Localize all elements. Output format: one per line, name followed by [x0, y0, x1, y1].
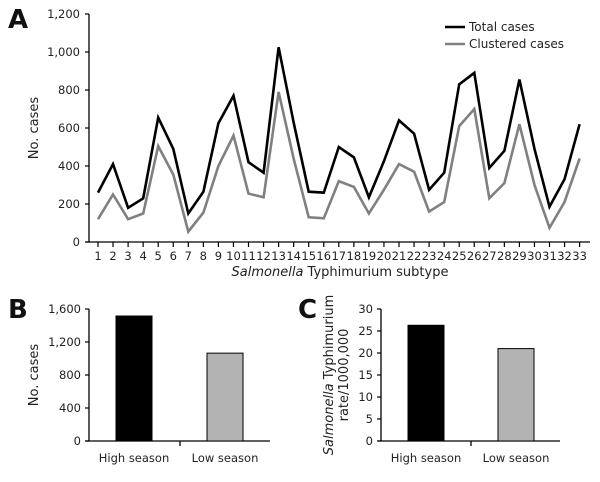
- panel-label-a: A: [8, 5, 28, 35]
- a-x-tick-label: 27: [482, 249, 497, 263]
- a-x-tick-label: 8: [200, 249, 207, 263]
- a-y-tick-label: 800: [58, 83, 80, 97]
- a-y-tick-label: 1,000: [47, 45, 80, 59]
- c-y-axis-label-rest: Typhimurium: [322, 295, 337, 384]
- b-y-tick-label: 400: [59, 401, 81, 415]
- c-bar-low-season: [497, 348, 535, 442]
- a-x-tick-label: 6: [170, 249, 177, 263]
- a-y-axis-label: No. cases: [27, 97, 42, 160]
- a-x-axis-label-rest: Typhimurium subtype: [303, 265, 448, 280]
- legend-label-total: Total cases: [468, 20, 535, 34]
- a-x-tick-label: 18: [347, 249, 362, 263]
- series-line-clustered-cases: [96, 91, 581, 235]
- a-x-axis-label-italic: Salmonella: [232, 265, 304, 280]
- a-x-tick-label: 23: [422, 249, 437, 263]
- b-y-tick-label: 800: [59, 368, 81, 382]
- a-x-tick-label: 29: [512, 249, 527, 263]
- a-y-tick-label: 1,200: [47, 7, 80, 21]
- b-bar-high-season: [115, 315, 153, 442]
- b-y-tick-label: 1,600: [48, 302, 81, 316]
- panel-label-c: C: [298, 295, 317, 325]
- a-x-tick-label: 1: [94, 249, 101, 263]
- c-y-tick-label: 15: [358, 368, 373, 382]
- a-x-tick-label: 33: [572, 249, 587, 263]
- a-x-tick-label: 28: [497, 249, 512, 263]
- a-y-tick-label: 200: [58, 197, 80, 211]
- a-x-tick-label: 17: [331, 249, 346, 263]
- c-category-label: High season: [391, 451, 462, 465]
- a-x-tick-label: 26: [467, 249, 482, 263]
- c-y-tick-label: 5: [366, 412, 373, 426]
- a-x-tick-label: 10: [226, 249, 241, 263]
- a-x-tick-label: 32: [557, 249, 572, 263]
- a-x-tick-label: 7: [185, 249, 192, 263]
- a-x-tick-label: 2: [109, 249, 116, 263]
- series-line-total-cases: [96, 47, 581, 217]
- a-x-tick-label: 22: [407, 249, 422, 263]
- a-y-tick-label: 0: [73, 235, 80, 249]
- c-bar-high-season: [407, 324, 445, 442]
- a-x-tick-label: 20: [377, 249, 392, 263]
- a-x-tick-label: 4: [139, 249, 146, 263]
- c-y-axis-label-line1: Salmonella Typhimurium: [322, 295, 337, 455]
- a-x-tick-label: 21: [392, 249, 407, 263]
- a-x-tick-label: 31: [542, 249, 557, 263]
- c-y-tick-label: 0: [366, 434, 373, 448]
- b-category-label: Low season: [192, 451, 259, 465]
- a-x-tick-label: 15: [301, 249, 316, 263]
- a-x-tick-label: 19: [362, 249, 377, 263]
- c-y-axis-label-italic: Salmonella: [322, 383, 337, 455]
- a-x-tick-label: 3: [124, 249, 131, 263]
- a-y-tick-label: 600: [58, 121, 80, 135]
- a-legend: Total cases Clustered cases: [445, 20, 564, 51]
- c-y-tick-label: 10: [358, 390, 373, 404]
- c-y-tick-label: 25: [358, 324, 373, 338]
- a-x-tick-label: 9: [215, 249, 222, 263]
- b-y-axis-label: No. cases: [27, 344, 42, 407]
- legend-label-clustered: Clustered cases: [469, 37, 564, 51]
- a-x-tick-label: 16: [316, 249, 331, 263]
- a-x-tick-label: 5: [155, 249, 162, 263]
- a-x-tick-label: 12: [256, 249, 271, 263]
- a-x-tick-label: 24: [437, 249, 452, 263]
- c-y-axis-label-line2: rate/1000,000: [337, 329, 352, 422]
- a-x-tick-label: 25: [452, 249, 467, 263]
- c-category-label: Low season: [483, 451, 550, 465]
- a-x-tick-label: 30: [527, 249, 542, 263]
- a-y-tick-label: 400: [58, 159, 80, 173]
- b-category-label: High season: [99, 451, 170, 465]
- a-x-tick-label: 11: [241, 249, 256, 263]
- b-y-tick-label: 1,200: [48, 335, 81, 349]
- panel-c-bar-chart: 0 5 10 15 20 25 30 High season Low season Salmo…: [322, 295, 560, 465]
- a-x-tick-label: 13: [271, 249, 286, 263]
- a-x-axis-label: Salmonella Typhimurium subtype: [232, 265, 449, 280]
- b-bar-low-season: [206, 352, 244, 442]
- a-x-tick-label: 14: [286, 249, 301, 263]
- panel-label-b: B: [8, 295, 28, 325]
- c-y-tick-label: 30: [358, 302, 373, 316]
- c-y-tick-label: 20: [358, 346, 373, 360]
- b-y-tick-label: 0: [74, 434, 81, 448]
